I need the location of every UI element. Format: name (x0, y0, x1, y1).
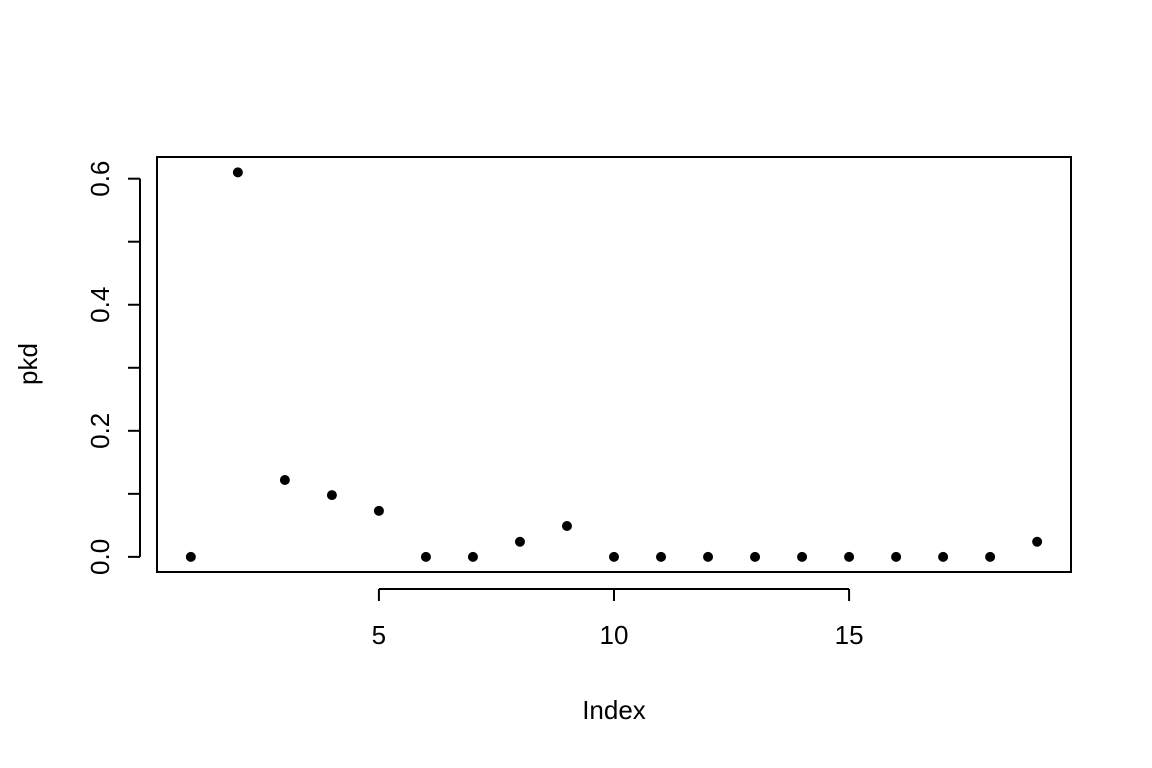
data-point (656, 551, 667, 562)
y-axis-title: pkd (13, 343, 43, 385)
data-point (232, 167, 243, 178)
data-point (703, 551, 714, 562)
data-points (185, 167, 1043, 562)
data-point (891, 551, 902, 562)
data-point (938, 551, 949, 562)
data-point (467, 551, 478, 562)
y-tick-label: 0.2 (85, 413, 115, 449)
data-point (1032, 536, 1043, 547)
y-tick-label: 0.4 (85, 287, 115, 323)
data-point (985, 551, 996, 562)
data-point (420, 551, 431, 562)
x-tick-label: 10 (600, 620, 629, 650)
y-tick-label: 0.6 (85, 161, 115, 197)
x-tick-label: 5 (372, 620, 386, 650)
data-point (514, 536, 525, 547)
data-point (797, 551, 808, 562)
y-axis: 0.0 0.2 0.4 0.6 (85, 161, 141, 575)
data-point (609, 551, 619, 562)
data-point (561, 520, 572, 531)
x-axis: 5 10 15 (372, 588, 864, 650)
data-point (185, 551, 196, 562)
data-point (326, 490, 337, 501)
x-tick-label: 15 (835, 620, 864, 650)
data-point (373, 505, 384, 516)
y-tick-label: 0.0 (85, 539, 115, 575)
data-point (750, 551, 761, 562)
plot-frame (156, 156, 1072, 573)
data-point (279, 474, 290, 485)
data-point (844, 551, 855, 562)
x-axis-title: Index (582, 695, 646, 725)
